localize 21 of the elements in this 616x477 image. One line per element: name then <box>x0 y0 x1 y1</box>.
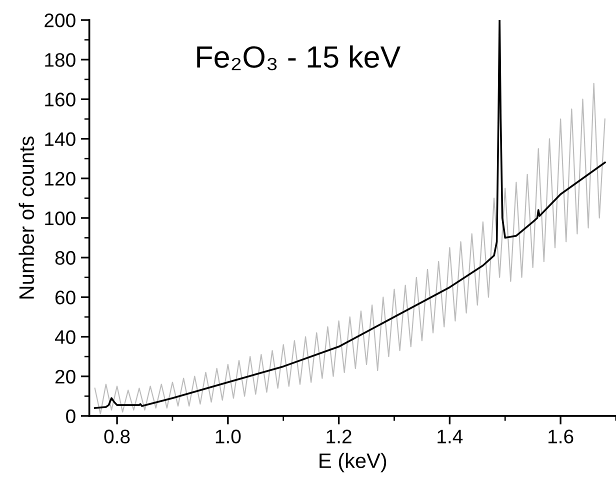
y-tick-label: 160 <box>45 92 76 106</box>
x-tick-label: 0.8 <box>104 430 130 444</box>
annotation: Fe₂O₃ - 15 keV <box>197 45 401 70</box>
y-tick-label: 20 <box>55 370 76 384</box>
y-tick-label: 140 <box>45 132 76 146</box>
y-tick-label: 60 <box>55 290 76 304</box>
y-tick-label: 120 <box>45 172 76 186</box>
x-tick-label: 1.2 <box>326 430 352 444</box>
y-tick-label: 0 <box>66 409 76 424</box>
x-axis-title: E (keV) <box>320 452 386 472</box>
y-axis-title: Number of counts <box>18 136 34 298</box>
x-tick-label: 1.0 <box>216 430 241 444</box>
y-tick-label: 100 <box>45 211 76 226</box>
line-series <box>94 20 606 409</box>
y-tick-label: 40 <box>54 330 76 344</box>
x-tick-label: 1.4 <box>438 430 463 444</box>
line-series <box>94 82 606 415</box>
x-tick-label: 1.6 <box>548 430 574 444</box>
y-tick-label: 80 <box>55 251 76 265</box>
y-tick-label: 200 <box>44 14 76 28</box>
y-tick-label: 180 <box>45 53 76 67</box>
